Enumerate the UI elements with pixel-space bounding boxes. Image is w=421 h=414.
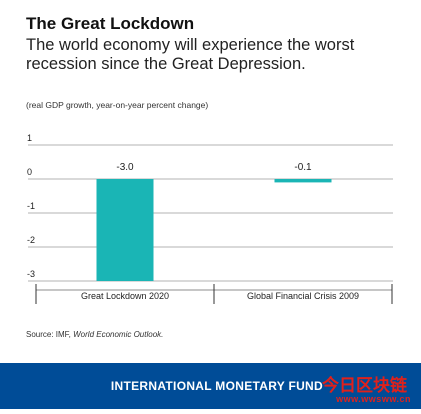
y-tick-label: -3 bbox=[27, 269, 35, 279]
bar bbox=[96, 179, 154, 281]
data-label: -0.1 bbox=[294, 162, 312, 173]
unit-note: (real GDP growth, year-on-year percent c… bbox=[26, 100, 209, 110]
imf-footer-label: INTERNATIONAL MONETARY FUND bbox=[110, 379, 323, 393]
bar bbox=[274, 179, 332, 183]
category-label: Great Lockdown 2020 bbox=[81, 291, 169, 301]
y-tick-label: 1 bbox=[27, 133, 32, 143]
y-tick-label: -2 bbox=[27, 235, 35, 245]
y-tick-label: -1 bbox=[27, 201, 35, 211]
chart-subtitle: The world economy will experience the wo… bbox=[26, 36, 355, 73]
watermark-text: 今日区块链 bbox=[322, 376, 407, 395]
watermark-url: www.wwsww.cn bbox=[336, 394, 411, 404]
source-prefix: Source: IMF, bbox=[26, 330, 74, 339]
chart-title: The Great Lockdown bbox=[26, 14, 195, 33]
source-publication: World Economic Outlook. bbox=[73, 330, 164, 339]
imf-footer-banner: INTERNATIONAL MONETARY FUND 今日区块链 www.ww… bbox=[0, 363, 421, 409]
source-note: Source: IMF, World Economic Outlook. bbox=[26, 330, 163, 339]
bar-chart: 1 0 -1 -2 -3 -3.0 Great Lockdown 2020 -0.1 Globa… bbox=[27, 133, 393, 304]
y-tick-label: 0 bbox=[27, 167, 32, 177]
data-label: -3.0 bbox=[116, 162, 134, 173]
category-label: Global Financial Crisis 2009 bbox=[247, 291, 359, 301]
